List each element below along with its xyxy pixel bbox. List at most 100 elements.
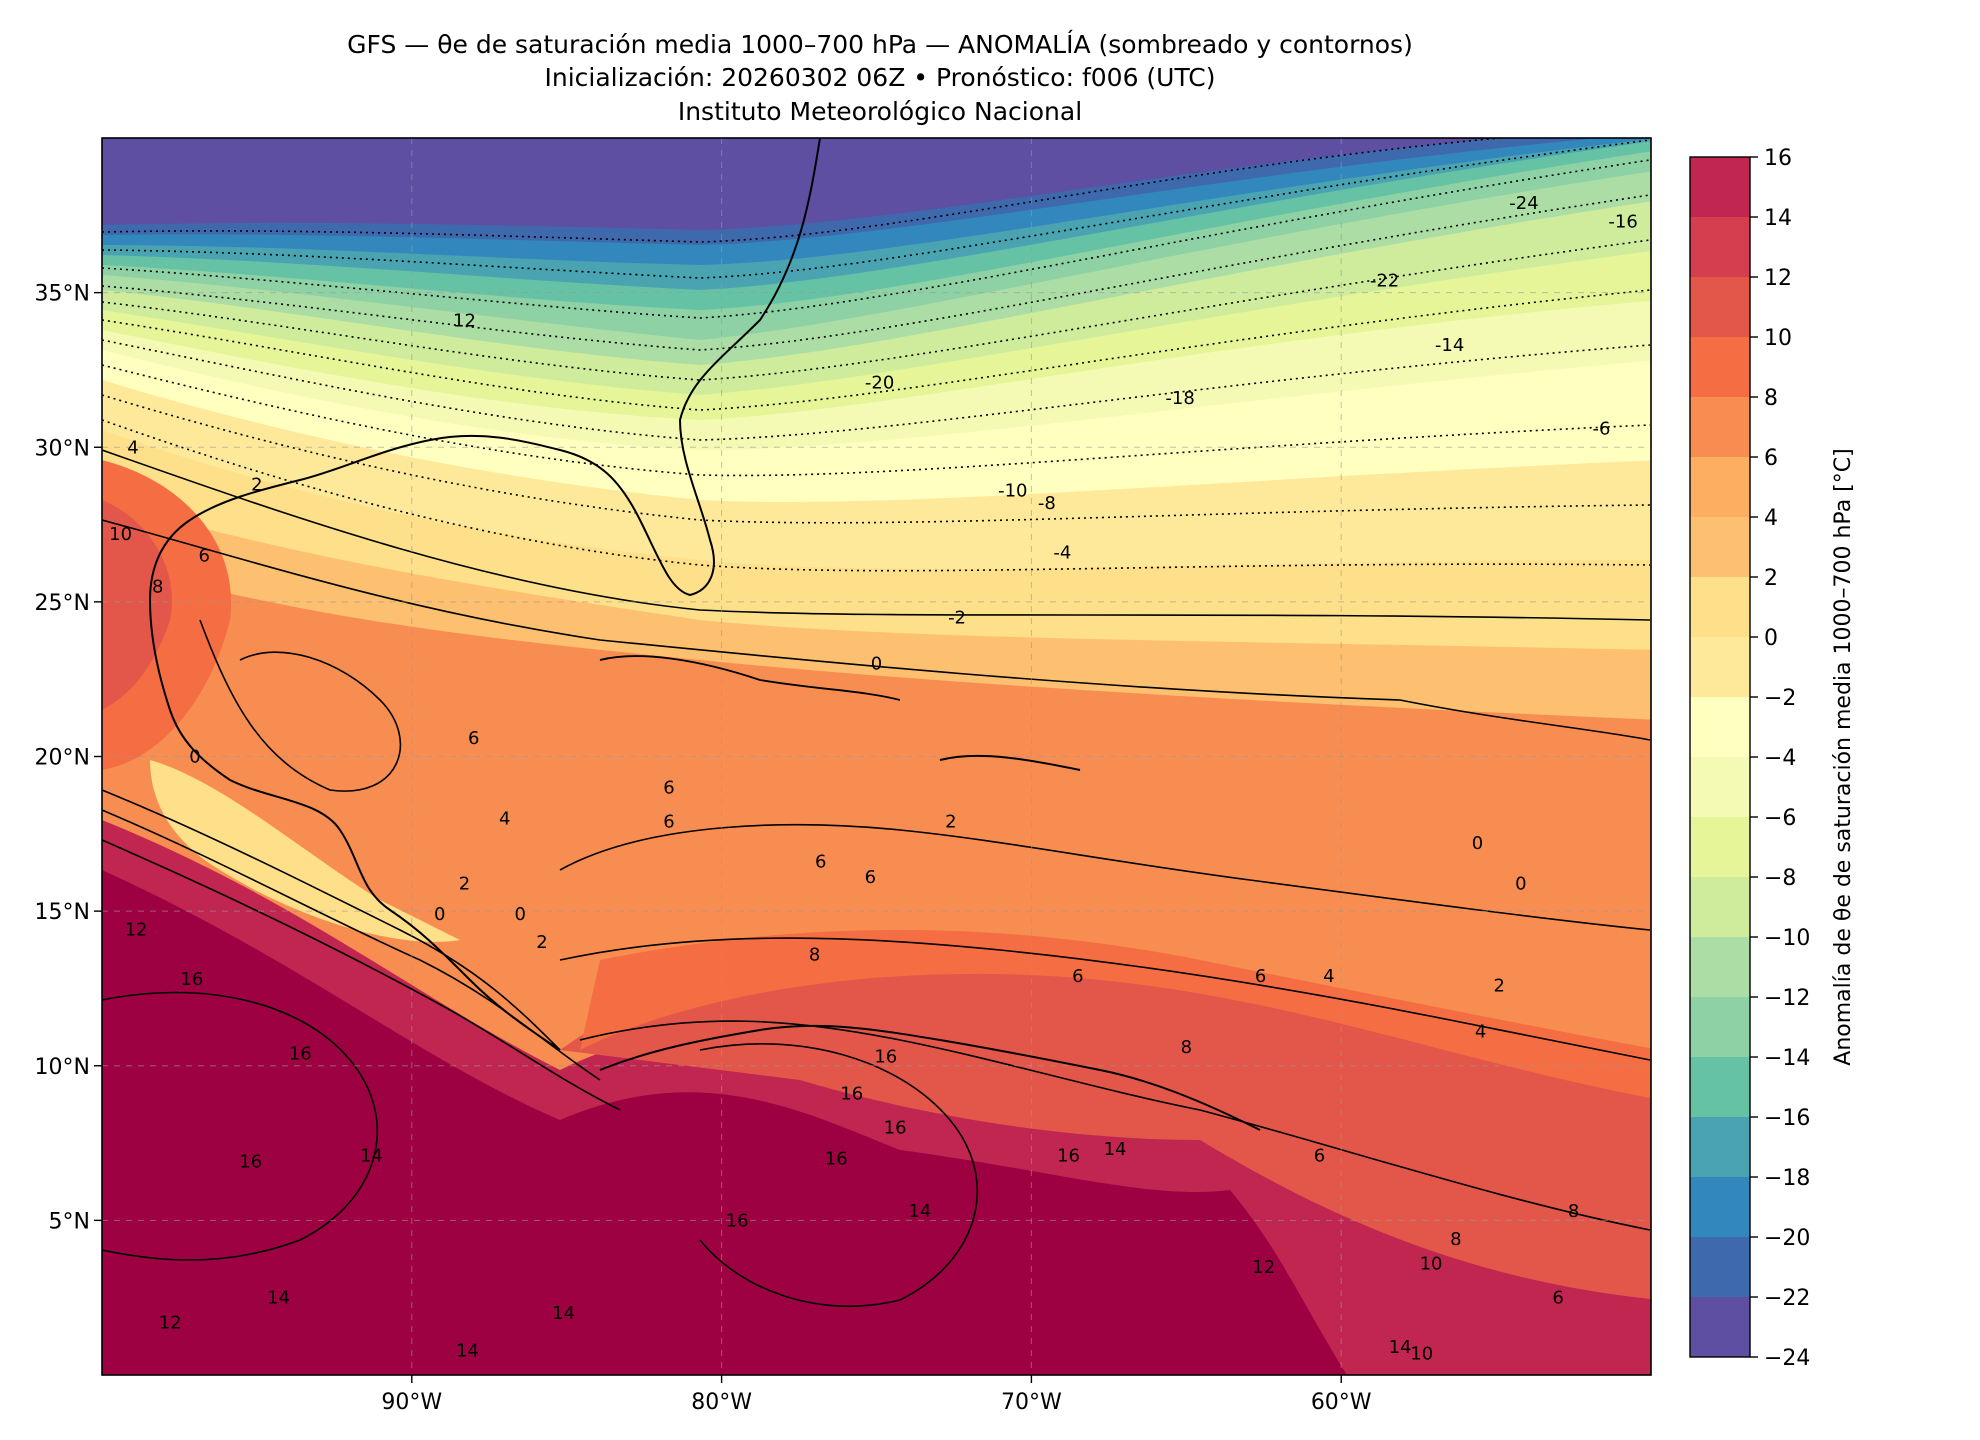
- contour-label: 6: [815, 852, 826, 873]
- contour-label: 8: [809, 944, 820, 965]
- contour-label: -14: [1435, 335, 1464, 356]
- colorbar-tick-label: 4: [1764, 506, 1778, 531]
- lat-tick-label: 20°N: [35, 746, 90, 771]
- colorbar-tick-label: −12: [1764, 986, 1810, 1011]
- colorbar: [1690, 157, 1750, 1357]
- contour-label: 6: [1314, 1145, 1325, 1166]
- chart-title: GFS — θe de saturación media 1000–700 hP…: [347, 30, 1413, 59]
- contour-label: 16: [239, 1152, 262, 1173]
- colorbar-segment: [1690, 637, 1750, 697]
- contour-label: 0: [189, 747, 200, 768]
- colorbar-tick-label: 8: [1764, 386, 1778, 411]
- contour-label: 2: [251, 474, 262, 495]
- contour-label: 4: [1475, 1022, 1486, 1043]
- colorbar-tick-label: 10: [1764, 326, 1792, 351]
- contour-label: -6: [1592, 419, 1610, 440]
- colorbar-tick-label: 14: [1764, 206, 1792, 231]
- colorbar-tick-label: −16: [1764, 1106, 1810, 1131]
- colorbar-segment: [1690, 157, 1750, 217]
- contour-label: 14: [552, 1303, 575, 1324]
- colorbar-segment: [1690, 997, 1750, 1057]
- contour-label: 6: [663, 811, 674, 832]
- colorbar-segment: [1690, 877, 1750, 937]
- colorbar-segment: [1690, 937, 1750, 997]
- contour-label: 10: [1410, 1343, 1433, 1364]
- lat-tick-label: 30°N: [35, 436, 90, 461]
- contour-label: -4: [1053, 542, 1071, 563]
- colorbar-segment: [1690, 697, 1750, 757]
- contour-label: 2: [945, 811, 956, 832]
- colorbar-tick-label: −10: [1764, 926, 1810, 951]
- colorbar-tick-label: 16: [1764, 146, 1792, 171]
- colorbar-segment: [1690, 277, 1750, 337]
- colorbar-segment: [1690, 517, 1750, 577]
- contour-label: 16: [1057, 1145, 1080, 1166]
- contour-label: 14: [456, 1340, 479, 1361]
- colorbar-segment: [1690, 397, 1750, 457]
- contour-label: 4: [499, 808, 510, 829]
- colorbar-segment: [1690, 1117, 1750, 1177]
- lat-tick-label: 15°N: [35, 900, 90, 925]
- colorbar-segment: [1690, 577, 1750, 637]
- contour-label: -18: [1165, 388, 1194, 409]
- contour-label: 14: [1389, 1337, 1412, 1358]
- lat-tick-label: 25°N: [35, 591, 90, 616]
- colorbar-tick-label: 0: [1764, 626, 1778, 651]
- lat-tick-label: 10°N: [35, 1055, 90, 1080]
- lat-tick-label: 5°N: [49, 1209, 90, 1234]
- contour-label: 16: [884, 1118, 907, 1139]
- contour-label: 8: [1568, 1201, 1579, 1222]
- contour-label: 10: [109, 524, 132, 545]
- latitude-ticks: 35°N 30°N 25°N 20°N 15°N 10°N 5°N: [35, 282, 102, 1234]
- contour-label: 16: [180, 969, 203, 990]
- contour-label: 16: [825, 1149, 848, 1170]
- contour-label: 6: [1255, 966, 1266, 987]
- lon-tick-label: 90°W: [381, 1390, 442, 1415]
- colorbar-tick-label: −22: [1764, 1286, 1810, 1311]
- lat-tick-label: 35°N: [35, 282, 90, 307]
- colorbar-tick-label: −8: [1764, 866, 1796, 891]
- chart-subtitle-institute: Instituto Meteorológico Nacional: [677, 97, 1083, 126]
- contour-label: 14: [1104, 1139, 1127, 1160]
- colorbar-label: Anomalía de θe de saturación media 1000–…: [1831, 448, 1856, 1065]
- contour-label: 0: [434, 904, 445, 925]
- colorbar-tick-label: −20: [1764, 1226, 1810, 1251]
- contour-label: 0: [1472, 833, 1483, 854]
- colorbar-segment: [1690, 217, 1750, 277]
- colorbar-tick-label: −2: [1764, 686, 1796, 711]
- contour-label: -20: [865, 372, 894, 393]
- contour-label: -2: [948, 607, 966, 628]
- longitude-ticks: 90°W 80°W 70°W 60°W: [381, 1375, 1372, 1415]
- contour-label: 8: [152, 576, 163, 597]
- contour-label: 6: [1072, 966, 1083, 987]
- lon-tick-label: 60°W: [1311, 1390, 1372, 1415]
- colorbar-tick-label: −6: [1764, 806, 1796, 831]
- contour-label: 14: [360, 1145, 383, 1166]
- contour-label: 6: [865, 867, 876, 888]
- contour-label: 16: [726, 1210, 749, 1231]
- contour-label: 2: [459, 873, 470, 894]
- colorbar-tick-label: 6: [1764, 446, 1778, 471]
- contour-label: 12: [159, 1312, 182, 1333]
- contour-label: 16: [840, 1084, 863, 1105]
- contour-label: 6: [468, 728, 479, 749]
- colorbar-segment: [1690, 1177, 1750, 1237]
- contour-label: 0: [515, 904, 526, 925]
- colorbar-tick-label: 2: [1764, 566, 1778, 591]
- colorbar-ticks: −24−22−20−18−16−14−12−10−8−6−4−202468101…: [1750, 146, 1810, 1371]
- contour-label: 14: [267, 1288, 290, 1309]
- contour-label: 6: [199, 545, 210, 566]
- anomaly-contours: [102, 138, 1651, 1307]
- colorbar-tick-label: −18: [1764, 1166, 1810, 1191]
- lon-tick-label: 70°W: [1001, 1390, 1062, 1415]
- colorbar-segment: [1690, 757, 1750, 817]
- contour-label: -22: [1370, 270, 1399, 291]
- colorbar-tick-label: −4: [1764, 746, 1796, 771]
- contour-label: 16: [874, 1046, 897, 1067]
- contour-label: 6: [663, 777, 674, 798]
- contour-label: -10: [998, 481, 1027, 502]
- contour-label: 4: [1323, 966, 1334, 987]
- chart-subtitle-init: Inicialización: 20260302 06Z • Pronóstic…: [544, 63, 1216, 92]
- colorbar-segment: [1690, 457, 1750, 517]
- contour-label: 8: [1181, 1037, 1192, 1058]
